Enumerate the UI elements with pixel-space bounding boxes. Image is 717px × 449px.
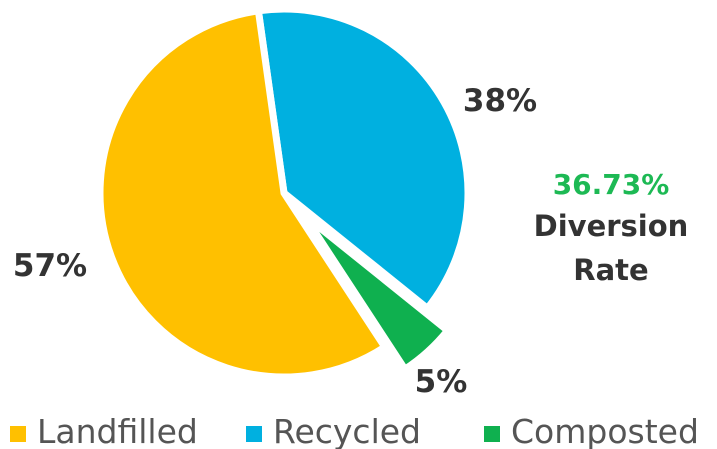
legend-swatch-recycled <box>246 426 262 442</box>
legend-label-landfilled: Landfilled <box>37 412 198 449</box>
pie-slice-composted <box>301 212 453 375</box>
slice-label-landfilled: 57% <box>13 248 87 284</box>
pie-slices <box>96 5 472 381</box>
legend-swatch-landfilled <box>10 426 26 442</box>
legend-label-composted: Composted <box>511 412 699 449</box>
diversion-rate-callout: 36.73% Diversion Rate <box>534 168 689 287</box>
legend-label-recycled: Recycled <box>273 412 421 449</box>
slice-label-composted: 5% <box>415 364 468 400</box>
diversion-rate-caption-line2: Rate <box>573 253 648 287</box>
pie-slice-labels: 38% 5% 57% <box>13 83 537 400</box>
pie-slice-recycled <box>254 5 472 314</box>
chart-legend: Landfilled Recycled Composted <box>10 412 699 449</box>
slice-label-recycled: 38% <box>463 83 537 119</box>
legend-swatch-composted <box>484 426 500 442</box>
pie-slice-landfilled <box>96 6 390 381</box>
diversion-rate-value: 36.73% <box>553 168 670 201</box>
diversion-rate-caption-line1: Diversion <box>534 209 689 243</box>
